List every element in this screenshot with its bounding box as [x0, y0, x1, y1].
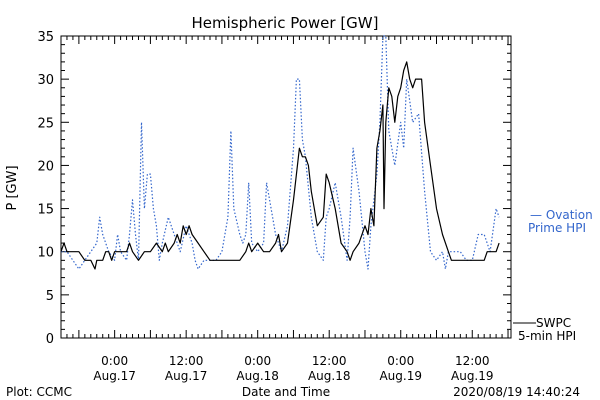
legend-ovation: — Ovation Prime HPI [528, 208, 593, 235]
ovation-prime-hpi-line [61, 35, 500, 270]
series-layer [60, 35, 500, 270]
footer-timestamp: 2020/08/19 14:40:24 [453, 385, 580, 399]
y-tick-label: 20 [37, 159, 54, 174]
y-tick-label: 10 [37, 246, 54, 261]
footer-plot-source: Plot: CCMC [6, 385, 72, 399]
legend-swpc: SWPC 5-min HPI [513, 316, 576, 343]
y-tick-label: 0 [46, 332, 54, 347]
legend-swpc-line2: 5-min HPI [518, 329, 576, 343]
plot-frame [60, 35, 512, 339]
y-tick-label: 5 [46, 289, 54, 304]
x-tick-label-date: Aug.19 [451, 369, 494, 383]
chart-title: Hemispheric Power [GW] [192, 14, 379, 32]
x-tick-label-time: 0:00 [101, 354, 128, 368]
y-tick-label: 30 [37, 73, 54, 88]
x-tick-label-time: 0:00 [387, 354, 414, 368]
y-axis: 0 5 10 15 20 25 30 35 [37, 30, 511, 347]
y-tick-label: 35 [37, 30, 54, 45]
swpc-hpi-line [60, 61, 500, 270]
legend-swpc-line1: SWPC [536, 316, 571, 330]
x-tick-label-time: 12:00 [169, 354, 204, 368]
legend-ovation-line1: — Ovation [530, 208, 593, 222]
x-tick-label-time: 12:00 [312, 354, 347, 368]
x-tick-label-date: Aug.18 [236, 369, 279, 383]
y-axis-label: P [GW] [5, 165, 20, 210]
x-axis-label: Date and Time [242, 385, 330, 399]
x-tick-label-date: Aug.17 [165, 369, 208, 383]
plot-border [60, 35, 512, 339]
legend-ovation-line2: Prime HPI [528, 221, 586, 235]
x-tick-label-date: Aug.18 [308, 369, 351, 383]
x-tick-label-time: 12:00 [455, 354, 490, 368]
y-tick-label: 25 [37, 116, 54, 131]
x-tick-label-date: Aug.19 [379, 369, 422, 383]
x-tick-label-date: Aug.17 [93, 369, 136, 383]
y-tick-label: 15 [37, 203, 54, 218]
x-axis: 0:00Aug.1712:00Aug.170:00Aug.1812:00Aug.… [60, 36, 509, 383]
x-tick-label-time: 0:00 [244, 354, 271, 368]
